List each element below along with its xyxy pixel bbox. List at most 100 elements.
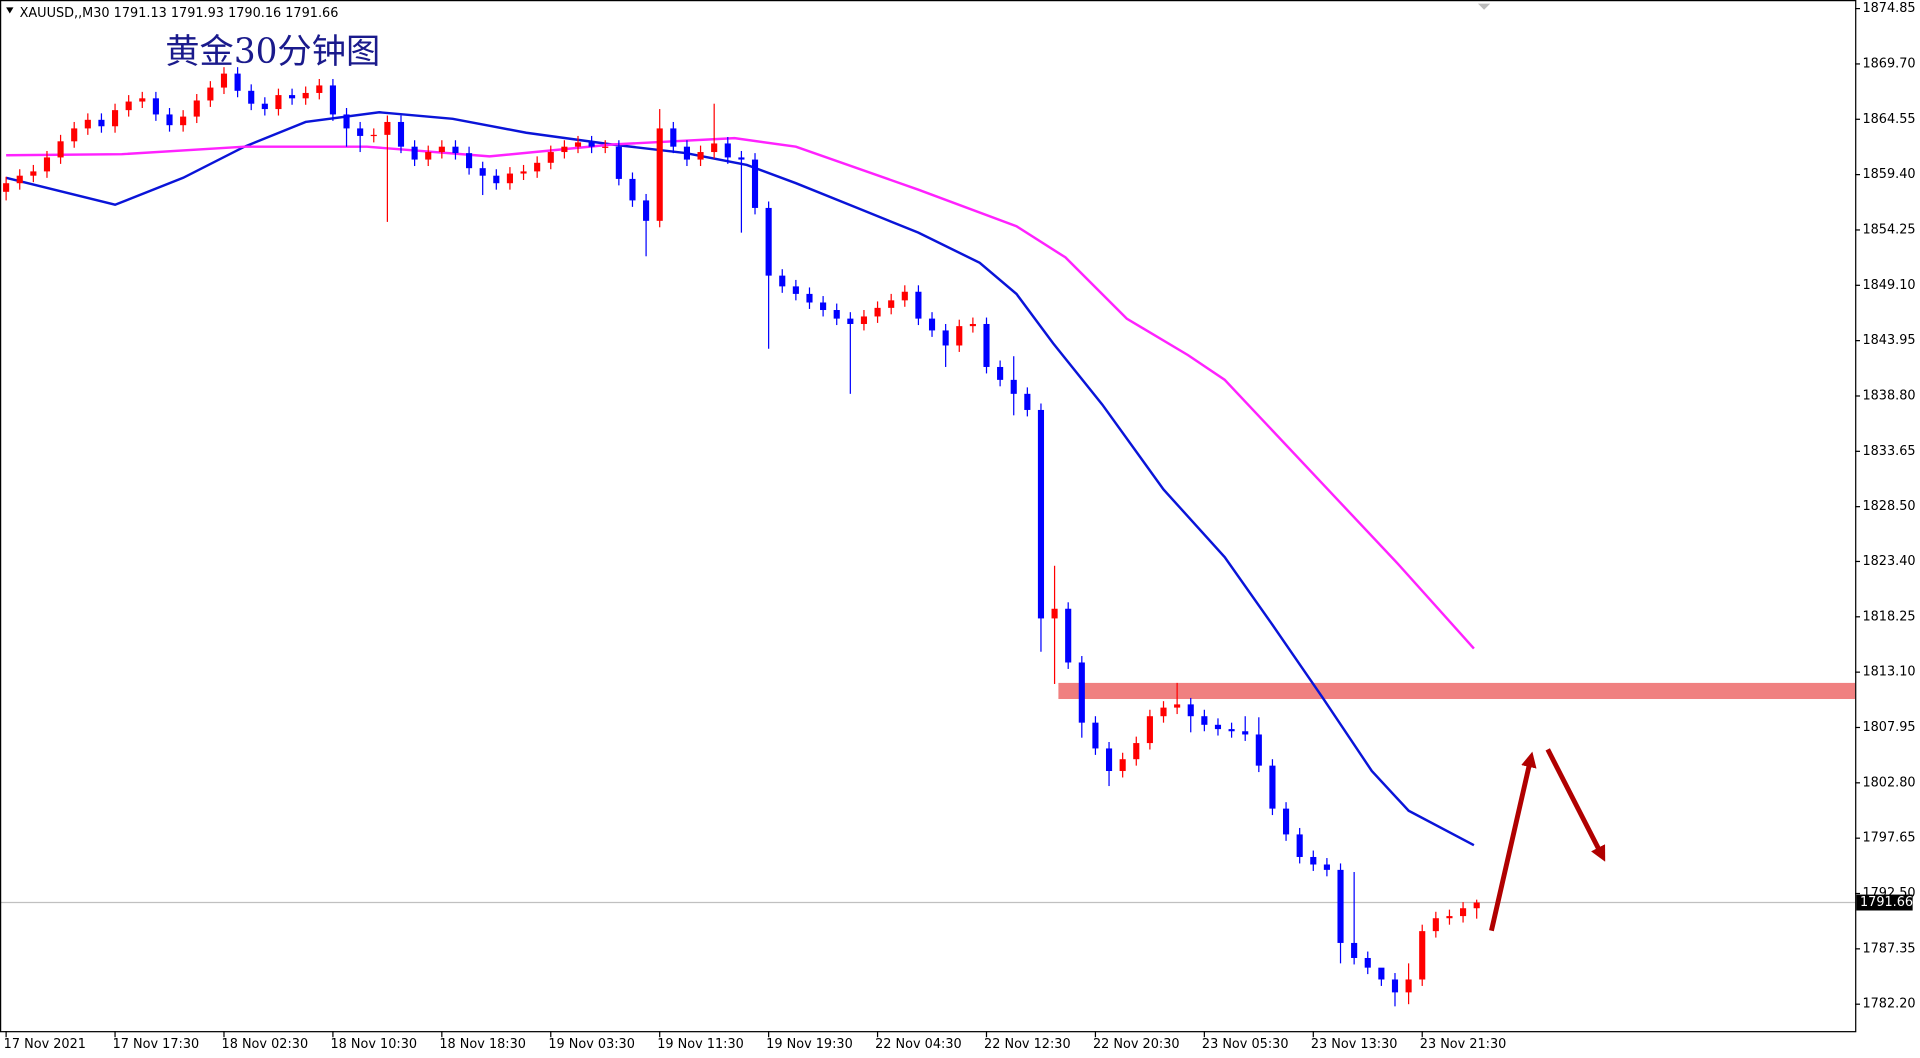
candle-body <box>411 146 418 160</box>
candle-body <box>57 141 64 158</box>
candle-body <box>397 121 405 147</box>
y-tick-label: 1807.95 <box>1862 720 1915 735</box>
candle-body <box>860 316 868 324</box>
candle-body <box>248 90 255 104</box>
y-tick-label: 1854.25 <box>1862 222 1915 237</box>
moving-average <box>5 111 1475 847</box>
candle-body <box>1037 409 1045 619</box>
x-tick-label: 17 Nov 17:30 <box>113 1037 200 1052</box>
candle-body <box>1405 979 1412 993</box>
candle-body <box>1282 808 1290 835</box>
x-tick-label: 18 Nov 02:30 <box>222 1037 309 1052</box>
chart-title: 黄金30分钟图 <box>165 32 380 72</box>
candle-body <box>1446 916 1453 919</box>
y-tick-label: 1802.80 <box>1862 775 1915 790</box>
y-tick-label: 1833.65 <box>1862 444 1915 459</box>
candle-body <box>506 173 513 184</box>
candle-body <box>1119 759 1126 772</box>
x-tick-label: 23 Nov 05:30 <box>1202 1037 1289 1052</box>
candle-body <box>574 142 582 147</box>
candle-body <box>1174 704 1181 708</box>
header: XAUUSD,,M30 1791.13 1791.93 1790.16 1791… <box>20 6 339 21</box>
candle-body <box>84 119 91 129</box>
candle-body <box>220 73 228 88</box>
plot-frame <box>0 0 1857 1033</box>
candle-body <box>180 116 187 126</box>
candle-body <box>615 146 622 179</box>
candle-body <box>139 98 146 102</box>
x-tick-label: 23 Nov 21:30 <box>1420 1037 1507 1052</box>
candle-body <box>493 175 500 184</box>
candle-body <box>724 143 731 158</box>
candle-body <box>261 103 268 110</box>
candle-body <box>833 310 840 319</box>
candle-body <box>1228 729 1235 732</box>
candle-body <box>997 366 1004 380</box>
candle-body <box>806 293 813 303</box>
candle-body <box>1391 979 1399 993</box>
candle-body <box>1310 856 1317 865</box>
candle-body <box>1242 731 1249 735</box>
candle-body <box>670 128 677 147</box>
y-tick-label: 1874.85 <box>1862 1 1915 16</box>
last-price-box <box>1856 894 1913 911</box>
candle-body <box>697 152 704 160</box>
candle-body <box>901 291 908 301</box>
x-tick-label: 22 Nov 04:30 <box>875 1037 962 1052</box>
candle-body <box>643 200 650 221</box>
candle-body <box>751 159 759 208</box>
candle-body <box>847 318 854 324</box>
resistance-zone <box>1058 682 1856 700</box>
candle-body <box>915 291 922 319</box>
y-tick-label: 1859.40 <box>1862 167 1915 182</box>
candle-body <box>1337 869 1344 943</box>
candle-body <box>820 302 827 311</box>
x-tick-label: 22 Nov 12:30 <box>984 1037 1071 1052</box>
candle-body <box>1351 942 1358 958</box>
candle-body <box>234 73 241 91</box>
candle-body <box>1160 707 1167 717</box>
candle-body <box>1024 393 1031 410</box>
candle-body <box>275 95 282 110</box>
candle-body <box>1296 834 1303 857</box>
y-tick-label: 1869.70 <box>1862 56 1915 71</box>
x-tick-label: 23 Nov 13:30 <box>1311 1037 1398 1052</box>
candle-body <box>207 87 214 101</box>
candle-body <box>1105 748 1113 772</box>
candle-body <box>1378 967 1385 980</box>
candle-body <box>479 168 486 176</box>
candle-body <box>956 326 963 346</box>
candle-body <box>1051 608 1058 619</box>
y-tick-label: 1864.55 <box>1862 112 1915 127</box>
candle-body <box>466 153 473 169</box>
arrow-down <box>1545 748 1606 862</box>
candle-body <box>125 101 132 111</box>
x-tick-label: 17 Nov 2021 <box>4 1037 86 1052</box>
candle-body <box>98 119 105 127</box>
y-tick-label: 1838.80 <box>1862 388 1915 403</box>
candle-body <box>969 323 976 327</box>
candle-body <box>370 134 377 137</box>
x-tick-label: 18 Nov 18:30 <box>439 1037 526 1052</box>
candle-body <box>1078 662 1085 723</box>
y-tick-label: 1843.95 <box>1862 333 1915 348</box>
menu-triangle <box>6 7 14 14</box>
y-tick-label: 1797.65 <box>1862 831 1915 846</box>
candle-body <box>561 146 568 153</box>
candle-body <box>711 143 718 153</box>
candle-body <box>425 152 432 160</box>
candle-body <box>1201 716 1208 725</box>
candle-body <box>738 157 745 160</box>
candle-body <box>547 152 554 163</box>
candle-body <box>452 146 459 154</box>
candle-body <box>343 114 350 129</box>
candle-body <box>1255 734 1262 766</box>
candle-body <box>1323 864 1330 870</box>
candle-body <box>520 171 527 174</box>
candle-body <box>1187 704 1194 717</box>
candle-body <box>43 157 51 172</box>
candle-body <box>765 207 772 276</box>
candle-body <box>1432 918 1439 932</box>
